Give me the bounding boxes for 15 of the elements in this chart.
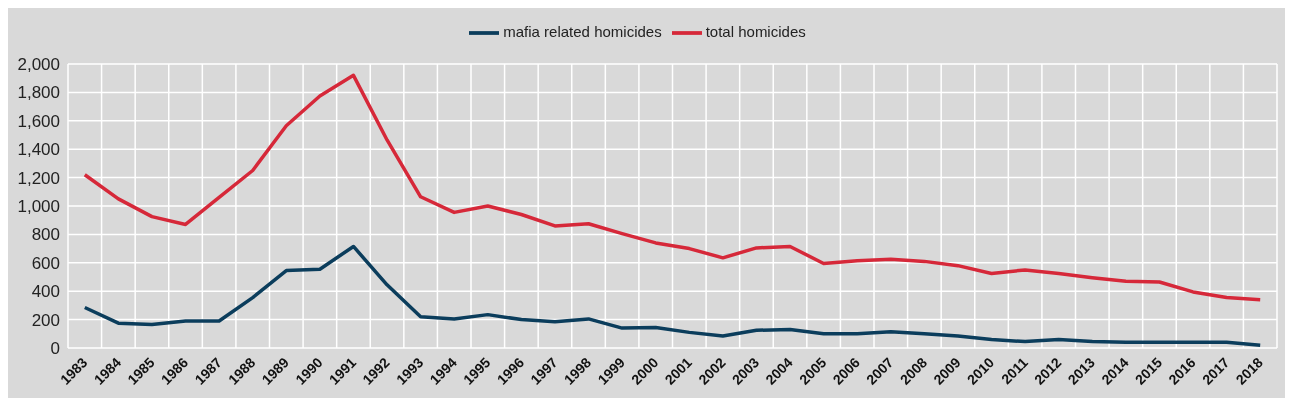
line-series [83, 244, 1262, 347]
legend-label: mafia related homicides [503, 22, 662, 40]
y-tick-label: 1,600 [17, 111, 60, 131]
legend-label: total homicides [705, 22, 806, 40]
y-tick-label: 600 [31, 253, 60, 273]
y-tick-label: 1,200 [17, 168, 60, 188]
line-series [83, 73, 1262, 302]
y-tick-label: 2,000 [17, 55, 60, 75]
y-tick-label: 200 [31, 310, 60, 330]
y-tick-label: 1,000 [17, 197, 60, 217]
y-tick-label: 1,400 [17, 140, 60, 160]
y-tick-label: 400 [31, 282, 60, 302]
y-tick-label: 0 [50, 339, 60, 359]
y-tick-label: 800 [31, 225, 60, 245]
y-tick-label: 1,800 [17, 83, 60, 103]
